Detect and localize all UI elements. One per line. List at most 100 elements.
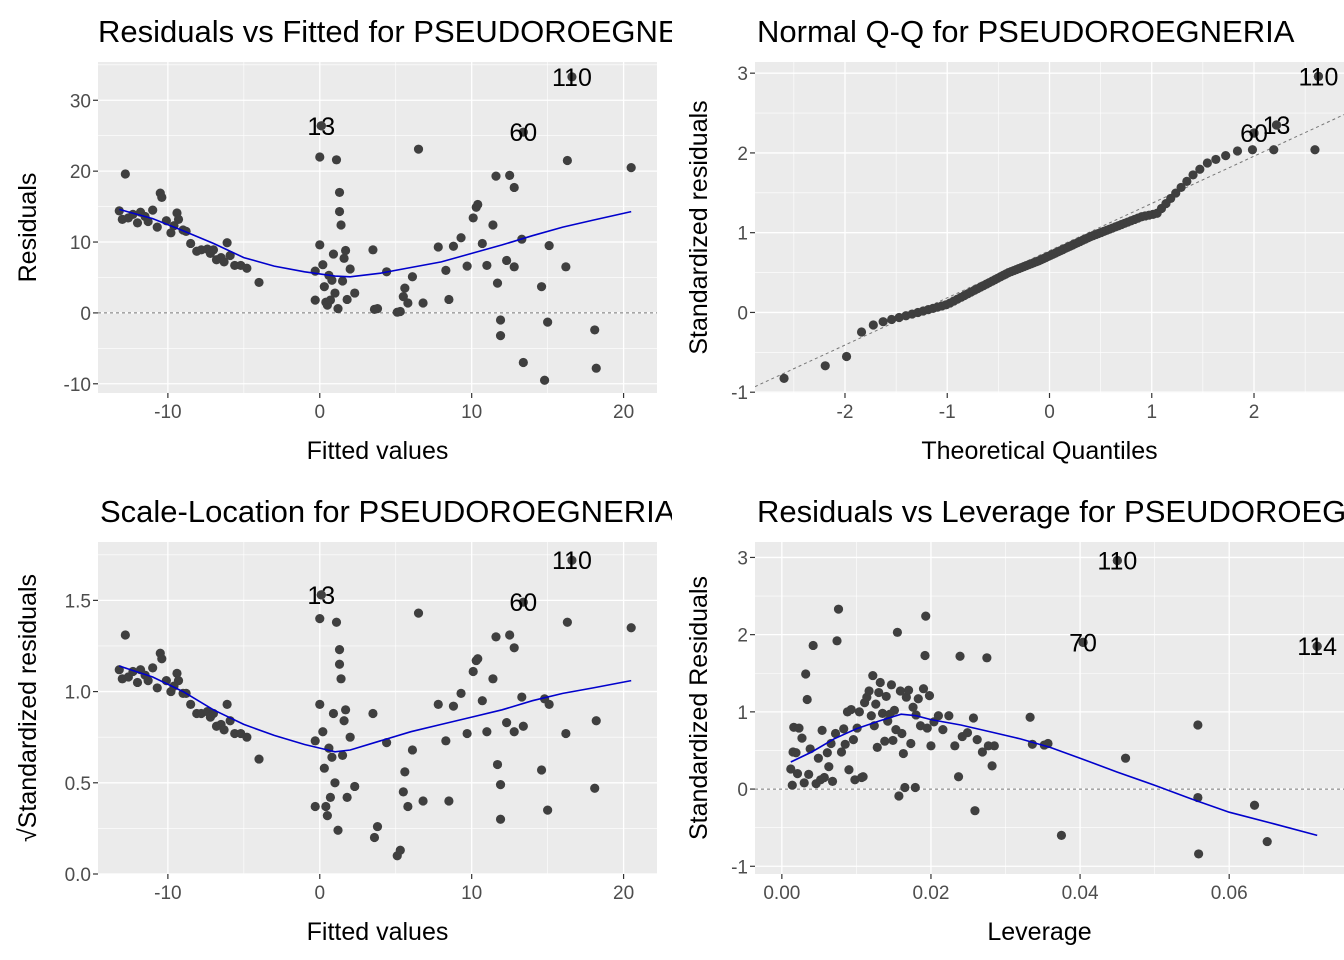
data-point (502, 255, 512, 266)
labeled-data-point (316, 121, 326, 131)
data-point (482, 260, 492, 271)
data-point (502, 717, 512, 728)
data-point (794, 723, 804, 733)
data-point (492, 278, 503, 288)
data-point (325, 295, 336, 305)
data-point (157, 654, 167, 664)
data-point (933, 711, 944, 721)
data-point (172, 668, 182, 678)
data-point (495, 780, 506, 790)
data-point (368, 708, 378, 719)
data-point (804, 769, 814, 780)
y-tick-label: 3 (737, 548, 748, 569)
data-point (874, 687, 884, 698)
data-point (337, 750, 348, 761)
data-point (328, 249, 339, 259)
data-point (833, 604, 844, 614)
data-point (219, 725, 229, 735)
data-point (143, 216, 153, 227)
x-axis-label: Leverage (987, 918, 1091, 946)
data-point (368, 245, 378, 255)
data-point (866, 711, 876, 721)
data-point (336, 674, 346, 684)
data-point (345, 732, 355, 742)
major-gridlines (755, 62, 1344, 393)
data-point (871, 699, 881, 709)
data-point (836, 747, 847, 757)
data-point (488, 674, 498, 684)
loess-smooth-line (119, 208, 632, 278)
data-point (908, 702, 918, 712)
data-point (148, 205, 158, 215)
labeled-data-point (316, 590, 326, 600)
data-point (477, 238, 487, 249)
data-point (591, 363, 601, 373)
data-point (327, 752, 337, 762)
y-tick-label: -1 (731, 857, 748, 878)
x-tick-label: 0 (1044, 402, 1055, 423)
data-point (626, 163, 636, 173)
data-point (900, 782, 910, 793)
data-point (888, 735, 898, 746)
data-point (561, 728, 571, 739)
data-point (318, 727, 328, 737)
labeled-data-point (1249, 128, 1259, 138)
data-point (894, 791, 904, 801)
data-point (841, 351, 852, 362)
data-point (495, 315, 506, 325)
data-point (509, 182, 519, 193)
y-tick-label: 1 (737, 224, 748, 245)
data-point (444, 796, 454, 806)
data-point (333, 825, 343, 835)
labeled-data-point (1313, 71, 1324, 81)
point-id-label: 114 (1297, 633, 1337, 661)
data-point (448, 701, 459, 711)
data-point (1025, 712, 1035, 722)
data-point (913, 694, 923, 704)
data-points (779, 71, 1324, 383)
data-point (792, 769, 803, 779)
data-point (878, 317, 888, 327)
data-point (157, 192, 167, 202)
y-tick-label: -1 (731, 383, 748, 404)
data-point (319, 282, 329, 292)
data-point (544, 240, 554, 251)
data-point (433, 242, 443, 252)
data-point (791, 748, 801, 758)
data-point (950, 741, 960, 751)
data-point (827, 776, 838, 786)
data-point (543, 805, 553, 815)
labeled-data-point (1271, 120, 1282, 130)
data-point (840, 739, 850, 749)
data-point (944, 711, 954, 721)
plot-title: Normal Q-Q for PSEUDOROEGNERIA (757, 14, 1295, 49)
x-tick-label: 0.06 (1211, 883, 1248, 904)
data-point (536, 282, 547, 292)
data-point (310, 295, 320, 305)
data-point (953, 772, 964, 782)
data-point (1310, 145, 1320, 155)
data-point (331, 155, 342, 165)
data-point (872, 742, 882, 752)
data-point (495, 814, 506, 824)
data-point (341, 245, 351, 256)
qq-reference-line (755, 114, 1344, 388)
data-point (120, 630, 130, 640)
data-point (543, 317, 553, 327)
data-point (844, 765, 854, 775)
minor-gridlines (755, 542, 1344, 874)
labeled-data-point (567, 555, 577, 565)
data-point (186, 238, 196, 249)
data-point (219, 257, 229, 267)
data-point (395, 306, 405, 317)
data-point (1211, 154, 1221, 165)
data-point (318, 260, 328, 270)
data-point (444, 294, 454, 305)
y-tick-label: 0 (737, 780, 748, 801)
data-point (801, 669, 811, 679)
y-axis-label: Standardized residuals (685, 100, 713, 354)
data-point (418, 298, 428, 308)
data-point (222, 699, 232, 709)
data-point (315, 614, 325, 624)
